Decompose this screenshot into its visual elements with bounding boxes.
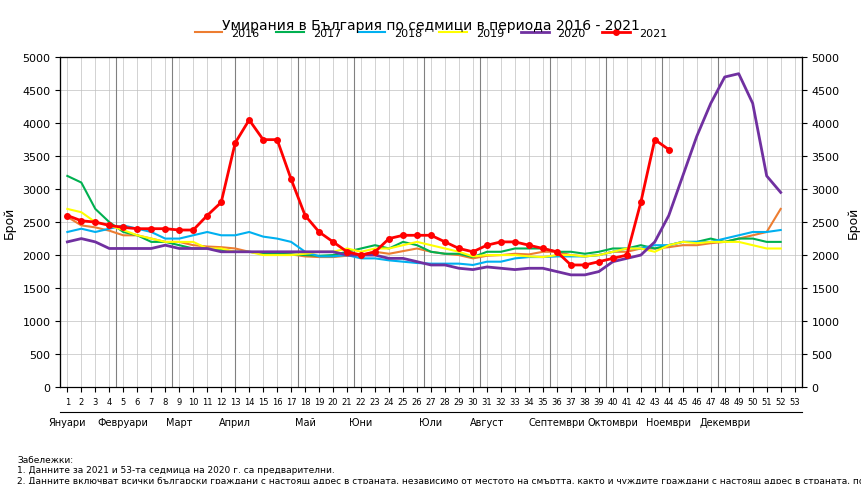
Line: 2016: 2016: [67, 210, 780, 259]
2016: [705, 241, 715, 247]
2021: [481, 243, 492, 249]
2020: [257, 249, 268, 255]
2017: [705, 236, 715, 242]
2016: [62, 214, 72, 220]
Line: 2019: 2019: [67, 210, 780, 257]
2019: [257, 253, 268, 258]
Y-axis label: Брой: Брой: [846, 207, 858, 239]
2016: [257, 251, 268, 257]
2020: [481, 264, 492, 270]
2021: [257, 137, 268, 143]
2020: [523, 266, 534, 272]
2016: [523, 252, 534, 258]
2017: [495, 249, 505, 255]
2018: [257, 234, 268, 240]
2021: [495, 240, 505, 245]
2019: [62, 207, 72, 212]
2018: [523, 255, 534, 260]
2017: [523, 246, 534, 252]
2017: [621, 246, 631, 252]
2018: [705, 240, 715, 245]
2017: [62, 174, 72, 180]
2020: [62, 240, 72, 245]
2019: [495, 253, 505, 258]
Text: Умирания в България по седмици в периода 2016 - 2021: Умирания в България по седмици в периода…: [222, 19, 639, 33]
Line: 2018: 2018: [67, 226, 780, 265]
Legend: 2016, 2017, 2018, 2019, 2020, 2021: 2016, 2017, 2018, 2019, 2020, 2021: [190, 24, 671, 43]
Y-axis label: Брой: Брой: [3, 207, 15, 239]
2018: [621, 246, 631, 252]
2019: [705, 240, 715, 245]
Line: 2021: 2021: [65, 118, 671, 268]
2018: [62, 229, 72, 235]
2021: [523, 243, 534, 249]
Text: Забележки:
1. Данните за 2021 и 53-та седмица на 2020 г. са предварителни.
2. Да: Забележки: 1. Данните за 2021 и 53-та се…: [17, 455, 861, 484]
2019: [523, 254, 534, 260]
2017: [481, 249, 492, 255]
Line: 2020: 2020: [67, 75, 780, 275]
2020: [621, 256, 631, 262]
2016: [481, 253, 492, 259]
2017: [257, 251, 268, 257]
2018: [495, 259, 505, 265]
2019: [481, 253, 492, 258]
2021: [62, 213, 72, 219]
2019: [621, 246, 631, 252]
2016: [495, 253, 505, 258]
Line: 2017: 2017: [67, 177, 780, 257]
2020: [705, 101, 715, 107]
2021: [621, 253, 631, 258]
2018: [481, 259, 492, 265]
2016: [621, 249, 631, 255]
2020: [495, 266, 505, 272]
